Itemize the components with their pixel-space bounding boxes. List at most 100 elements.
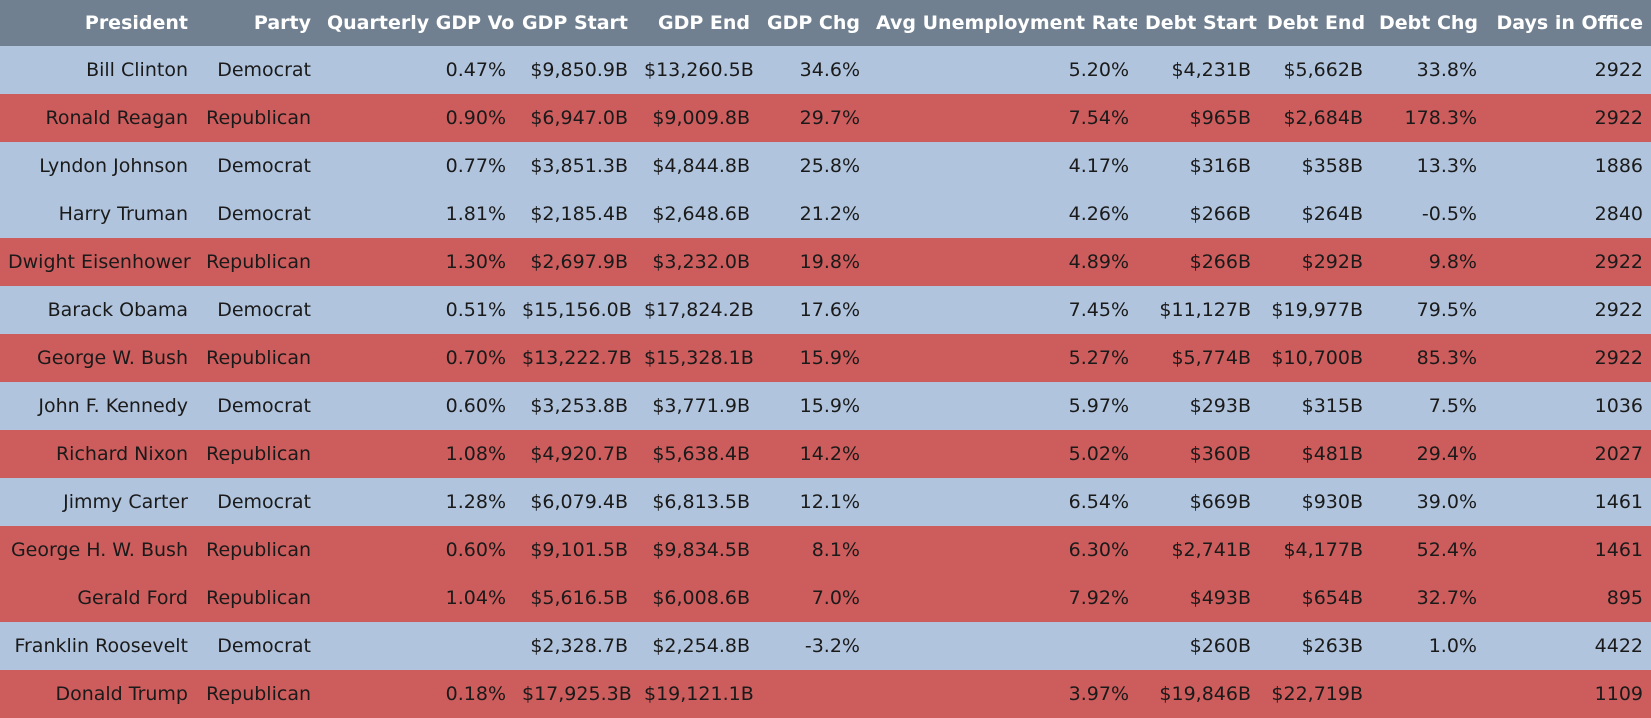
- quarterly-gdp-vol-cell: 0.77%: [445, 155, 506, 177]
- column-header-debt-end[interactable]: Debt End: [1267, 12, 1366, 34]
- party-cell: Democrat: [217, 299, 311, 321]
- gdp-end-cell: $5,638.4B: [652, 443, 750, 465]
- days-in-office-cell: 2840: [1594, 203, 1643, 225]
- gdp-chg-cell: 17.6%: [799, 299, 860, 321]
- column-header-days-in-office[interactable]: Days in Office: [1496, 12, 1643, 34]
- gdp-end-cell: $6,008.6B: [652, 587, 750, 609]
- quarterly-gdp-vol-cell: 1.81%: [445, 203, 506, 225]
- gdp-start-cell: $2,697.9B: [530, 251, 628, 273]
- gdp-end-cell: $3,232.0B: [652, 251, 750, 273]
- column-header-party[interactable]: Party: [253, 12, 311, 34]
- gdp-end-cell: $17,824.2B: [644, 299, 754, 321]
- quarterly-gdp-vol-cell: 0.60%: [445, 395, 506, 417]
- debt-end-cell: $654B: [1301, 587, 1363, 609]
- avg-unemployment-rate-cell: 3.97%: [1068, 683, 1129, 705]
- table-row: Harry Truman Democrat 1.81% $2,185.4B $2,648…: [0, 190, 1651, 238]
- gdp-chg-cell: 12.1%: [799, 491, 860, 513]
- days-in-office-cell: 1036: [1594, 395, 1643, 417]
- gdp-end-cell: $13,260.5B: [644, 59, 754, 81]
- gdp-chg-cell: 7.0%: [811, 587, 860, 609]
- debt-chg-cell: 39.0%: [1416, 491, 1477, 513]
- gdp-chg-cell: -3.2%: [804, 635, 860, 657]
- gdp-end-cell: $4,844.8B: [652, 155, 750, 177]
- gdp-start-cell: $3,851.3B: [530, 155, 628, 177]
- avg-unemployment-rate-cell: 7.92%: [1068, 587, 1129, 609]
- gdp-end-cell: $15,328.1B: [644, 347, 754, 369]
- column-header-president[interactable]: President: [84, 12, 188, 34]
- quarterly-gdp-vol-cell: 0.70%: [445, 347, 506, 369]
- president-cell: Ronald Reagan: [45, 107, 188, 129]
- debt-end-cell: $930B: [1301, 491, 1363, 513]
- debt-chg-cell: 32.7%: [1416, 587, 1477, 609]
- gdp-end-cell: $6,813.5B: [652, 491, 750, 513]
- quarterly-gdp-vol-cell: 0.60%: [445, 539, 506, 561]
- debt-chg-cell: 7.5%: [1428, 395, 1477, 417]
- gdp-start-cell: $6,079.4B: [530, 491, 628, 513]
- table-header: President Party Quarterly GDP Vol GDP St…: [0, 0, 1651, 46]
- avg-unemployment-rate-cell: 6.30%: [1068, 539, 1129, 561]
- gdp-start-cell: $2,328.7B: [530, 635, 628, 657]
- table-row: Bill Clinton Democrat 0.47% $9,850.9B $13,26…: [0, 46, 1651, 94]
- gdp-chg-cell: 29.7%: [799, 107, 860, 129]
- column-header-avg-unemployment-rate[interactable]: Avg Unemployment Rate: [876, 12, 1137, 34]
- days-in-office-cell: 1461: [1594, 491, 1643, 513]
- debt-start-cell: $11,127B: [1159, 299, 1251, 321]
- column-header-gdp-chg[interactable]: GDP Chg: [767, 12, 860, 34]
- debt-chg-cell: 33.8%: [1416, 59, 1477, 81]
- debt-end-cell: $264B: [1301, 203, 1363, 225]
- president-cell: Jimmy Carter: [63, 491, 188, 513]
- party-cell: Democrat: [217, 59, 311, 81]
- party-cell: Democrat: [217, 635, 311, 657]
- avg-unemployment-rate-cell: 5.27%: [1068, 347, 1129, 369]
- gdp-start-cell: $9,850.9B: [530, 59, 628, 81]
- debt-start-cell: $293B: [1189, 395, 1251, 417]
- debt-start-cell: $316B: [1189, 155, 1251, 177]
- debt-end-cell: $22,719B: [1271, 683, 1363, 705]
- debt-chg-cell: 29.4%: [1416, 443, 1477, 465]
- column-header-gdp-end[interactable]: GDP End: [657, 12, 750, 34]
- quarterly-gdp-vol-cell: 0.18%: [445, 683, 506, 705]
- column-header-debt-start[interactable]: Debt Start: [1145, 12, 1257, 34]
- days-in-office-cell: 2027: [1594, 443, 1643, 465]
- debt-start-cell: $2,741B: [1171, 539, 1251, 561]
- gdp-chg-cell: 25.8%: [799, 155, 860, 177]
- debt-start-cell: $19,846B: [1159, 683, 1251, 705]
- avg-unemployment-rate-cell: 4.26%: [1068, 203, 1129, 225]
- party-cell: Democrat: [217, 155, 311, 177]
- gdp-chg-cell: 19.8%: [799, 251, 860, 273]
- president-cell: Dwight Eisenhower: [8, 251, 191, 273]
- column-header-debt-chg[interactable]: Debt Chg: [1379, 12, 1479, 34]
- gdp-end-cell: $2,254.8B: [652, 635, 750, 657]
- debt-end-cell: $10,700B: [1271, 347, 1363, 369]
- days-in-office-cell: 2922: [1594, 107, 1643, 129]
- debt-chg-cell: [1371, 670, 1485, 718]
- debt-start-cell: $4,231B: [1171, 59, 1251, 81]
- table-row: Ronald Reagan Republican 0.90% $6,947.0B $9,…: [0, 94, 1651, 142]
- gdp-end-cell: $19,121.1B: [644, 683, 754, 705]
- quarterly-gdp-vol-cell: 1.08%: [445, 443, 506, 465]
- debt-start-cell: $669B: [1189, 491, 1251, 513]
- days-in-office-cell: 4422: [1594, 635, 1643, 657]
- debt-chg-cell: 79.5%: [1416, 299, 1477, 321]
- debt-chg-cell: 9.8%: [1428, 251, 1477, 273]
- avg-unemployment-rate-cell: 5.20%: [1068, 59, 1129, 81]
- debt-chg-cell: 1.0%: [1428, 635, 1477, 657]
- column-header-gdp-start[interactable]: GDP Start: [522, 12, 628, 34]
- days-in-office-cell: 2922: [1594, 347, 1643, 369]
- days-in-office-cell: 895: [1606, 587, 1643, 609]
- debt-start-cell: $5,774B: [1171, 347, 1251, 369]
- gdp-start-cell: $13,222.7B: [522, 347, 632, 369]
- column-header-quarterly-gdp-vol[interactable]: Quarterly GDP Vol: [327, 12, 514, 34]
- days-in-office-cell: 2922: [1594, 251, 1643, 273]
- table-row: Jimmy Carter Democrat 1.28% $6,079.4B $6,813…: [0, 478, 1651, 526]
- days-in-office-cell: 1886: [1594, 155, 1643, 177]
- quarterly-gdp-vol-cell: 0.51%: [445, 299, 506, 321]
- gdp-start-cell: $5,616.5B: [530, 587, 628, 609]
- president-cell: Franklin Roosevelt: [14, 635, 188, 657]
- debt-start-cell: $266B: [1189, 203, 1251, 225]
- avg-unemployment-rate-cell: 7.54%: [1068, 107, 1129, 129]
- days-in-office-cell: 2922: [1594, 59, 1643, 81]
- days-in-office-cell: 2922: [1594, 299, 1643, 321]
- quarterly-gdp-vol-cell: [319, 622, 514, 670]
- quarterly-gdp-vol-cell: 1.04%: [445, 587, 506, 609]
